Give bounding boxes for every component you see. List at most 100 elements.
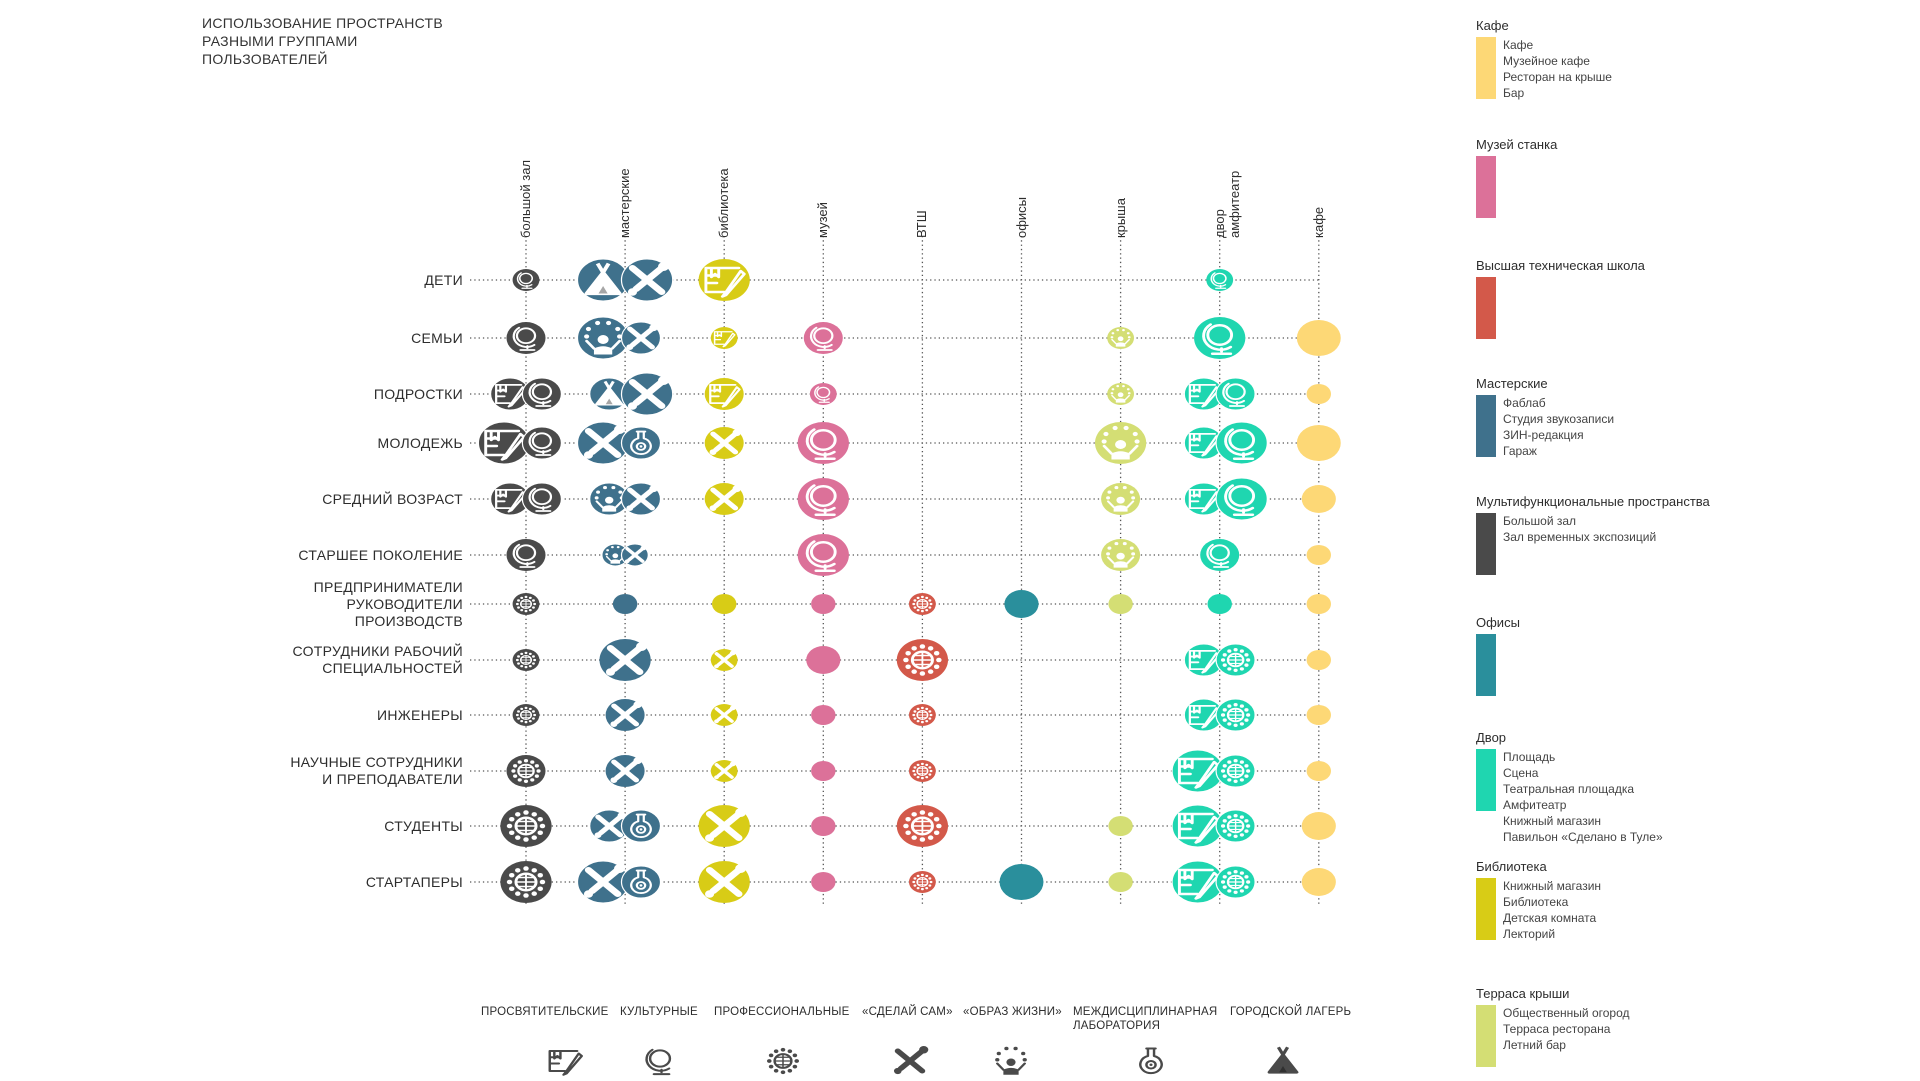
juggler-icon — [1106, 485, 1136, 512]
diagram-title: ИСПОЛЬЗОВАНИЕ ПРОСТРАНСТВ РАЗНЫМИ ГРУППА… — [202, 14, 443, 68]
usage-bubble-tools — [620, 321, 662, 355]
usage-bubble — [1306, 650, 1331, 670]
usage-bubble-tools — [599, 639, 651, 681]
education-icon — [704, 266, 746, 298]
tent-icon — [1267, 1046, 1299, 1074]
legend-item: Книжный магазин — [1503, 879, 1602, 893]
matrix-cell-workshops — [589, 809, 662, 843]
column-label-workshops: мастерские — [617, 168, 633, 238]
usage-bubble-lab — [620, 809, 662, 843]
flask-gear-icon — [1139, 1047, 1163, 1075]
legend-group-vtsh: Высшая техническая школа — [1476, 258, 1645, 339]
legend-color-swatch — [1476, 749, 1496, 811]
network-globe-icon — [912, 595, 933, 613]
row-label-line: ДЕТИ — [424, 271, 463, 288]
matrix-cell-museum — [811, 594, 836, 614]
usage-bubble — [811, 816, 836, 836]
wrench-screwdriver-icon — [626, 485, 658, 512]
matrix-cell-museum — [809, 383, 837, 405]
legend-group-library: Библиотека Книжный магазин Библиотека Детск… — [1476, 859, 1601, 942]
wrench-screwdriver-icon — [594, 812, 626, 839]
matrix-cell-library — [698, 805, 750, 847]
title-line: ИСПОЛЬЗОВАНИЕ ПРОСТРАНСТВ — [202, 15, 444, 31]
usage-bubble — [1306, 545, 1331, 565]
usage-bubble-life — [1107, 383, 1135, 405]
usage-bubble-globe — [1215, 421, 1268, 465]
usage-bubble-prof — [908, 704, 936, 726]
bubble-circle — [1301, 485, 1336, 513]
usage-bubble-globe — [1215, 377, 1256, 411]
matrix-cell-cafe — [1296, 425, 1341, 461]
row-label-line: РУКОВОДИТЕЛИ — [346, 595, 463, 612]
row-label: СТАРТАПЕРЫ — [366, 874, 463, 891]
activity-type-label-line: ЛАБОРАТОРИЯ — [1073, 1020, 1161, 1032]
bubble-circle — [1296, 425, 1341, 461]
usage-bubble-tools — [605, 755, 645, 787]
bubble-circle — [1301, 868, 1336, 896]
matrix-cell-hall — [500, 861, 552, 903]
usage-bubble-life — [1107, 327, 1135, 349]
matrix-cell-hall — [512, 649, 540, 671]
column-label-offices: офисы — [1013, 196, 1029, 238]
matrix-cell-yard — [1206, 269, 1234, 291]
matrix-cell-museum — [803, 322, 843, 354]
usage-bubble-globe — [797, 534, 849, 576]
globe-icon — [512, 326, 537, 351]
column-label-roof: крыша — [1112, 198, 1128, 238]
usage-bubble — [811, 872, 836, 892]
usage-bubble-tools — [698, 805, 750, 847]
row-label: СЕМЬИ — [411, 330, 463, 347]
matrix-cell-yard — [1194, 317, 1246, 359]
row-label: СРЕДНИЙ ВОЗРАСТ — [322, 491, 463, 508]
title-line: ПОЛЬЗОВАТЕЛЕЙ — [202, 51, 328, 67]
globe-icon — [1210, 272, 1227, 289]
legend-item-list: Общественный огород Терраса ресторана Летн… — [1503, 1005, 1630, 1053]
usage-bubble-tools — [620, 543, 649, 567]
title-line: РАЗНЫМИ ГРУППАМИ — [202, 33, 358, 49]
network-globe-icon — [515, 706, 537, 724]
legend-group-title: Мастерские — [1476, 376, 1548, 391]
legend-item: Ресторан на крыше — [1503, 70, 1612, 84]
row-label-line: СТАРТАПЕРЫ — [365, 873, 463, 890]
usage-bubble-globe — [797, 422, 849, 464]
row-label: ПРЕДПРИНИМАТЕЛИ РУКОВОДИТЕЛИ ПРОИЗВОДСТВ — [314, 579, 463, 630]
row-label: ДЕТИ — [424, 272, 463, 289]
bubble-circle — [811, 705, 836, 725]
network-globe-icon — [912, 762, 933, 780]
legend-color-swatch — [1476, 513, 1496, 575]
usage-bubble-lab — [620, 426, 662, 460]
legend-item-list: Фаблаб Студия звукозаписи ЗИН-редакция Гара… — [1503, 395, 1614, 459]
flask-gear-icon — [630, 869, 652, 894]
usage-bubble — [806, 646, 841, 674]
legend-item-list: Площадь Сцена Театральная площадка Амфитеат… — [1503, 749, 1663, 845]
matrix-cell-museum — [797, 478, 849, 520]
row-label: СОТРУДНИКИ РАБОЧИЙ СПЕЦИАЛЬНОСТЕЙ — [292, 643, 463, 677]
usage-bubble-globe — [506, 322, 546, 354]
globe-icon — [805, 540, 837, 572]
matrix-cell-yard — [1200, 539, 1240, 571]
legend-group-title: Офисы — [1476, 615, 1520, 630]
usage-bubble — [1207, 594, 1232, 614]
usage-bubble-edu — [710, 327, 738, 349]
usage-bubble-prof — [896, 805, 949, 847]
matrix-cell-library — [710, 760, 738, 782]
bubble-circle — [1306, 761, 1331, 781]
usage-bubble — [1306, 705, 1331, 725]
usage-matrix — [470, 236, 1341, 905]
usage-bubble-globe — [1200, 539, 1240, 571]
activity-type-camp: ГОРОДСКОЙ ЛАГЕРЬ — [1230, 1005, 1351, 1019]
bubble-circle — [1108, 816, 1133, 836]
usage-bubble-globe — [797, 478, 849, 520]
matrix-cell-workshops — [576, 421, 662, 465]
flask-gear-icon — [630, 430, 652, 455]
row-label: МОЛОДЕЖЬ — [378, 435, 464, 452]
matrix-cell-hall — [512, 704, 540, 726]
network-globe-icon — [511, 758, 541, 784]
globe-icon — [528, 487, 553, 512]
activity-type-label-line: ПРОСВЯТИТЕЛЬСКИЕ — [481, 1006, 609, 1018]
wrench-screwdriver-icon — [610, 701, 642, 728]
space-legend: Кафе Кафе Музейное кафе Ресторан на крыше Ба… — [1476, 0, 1916, 1080]
usage-bubble-prof — [506, 755, 546, 787]
legend-group-workshops: Мастерские Фаблаб Студия звукозаписи ЗИН-ре… — [1476, 376, 1614, 459]
activity-type-label-line: «СДЕЛАЙ САМ» — [862, 1006, 953, 1018]
